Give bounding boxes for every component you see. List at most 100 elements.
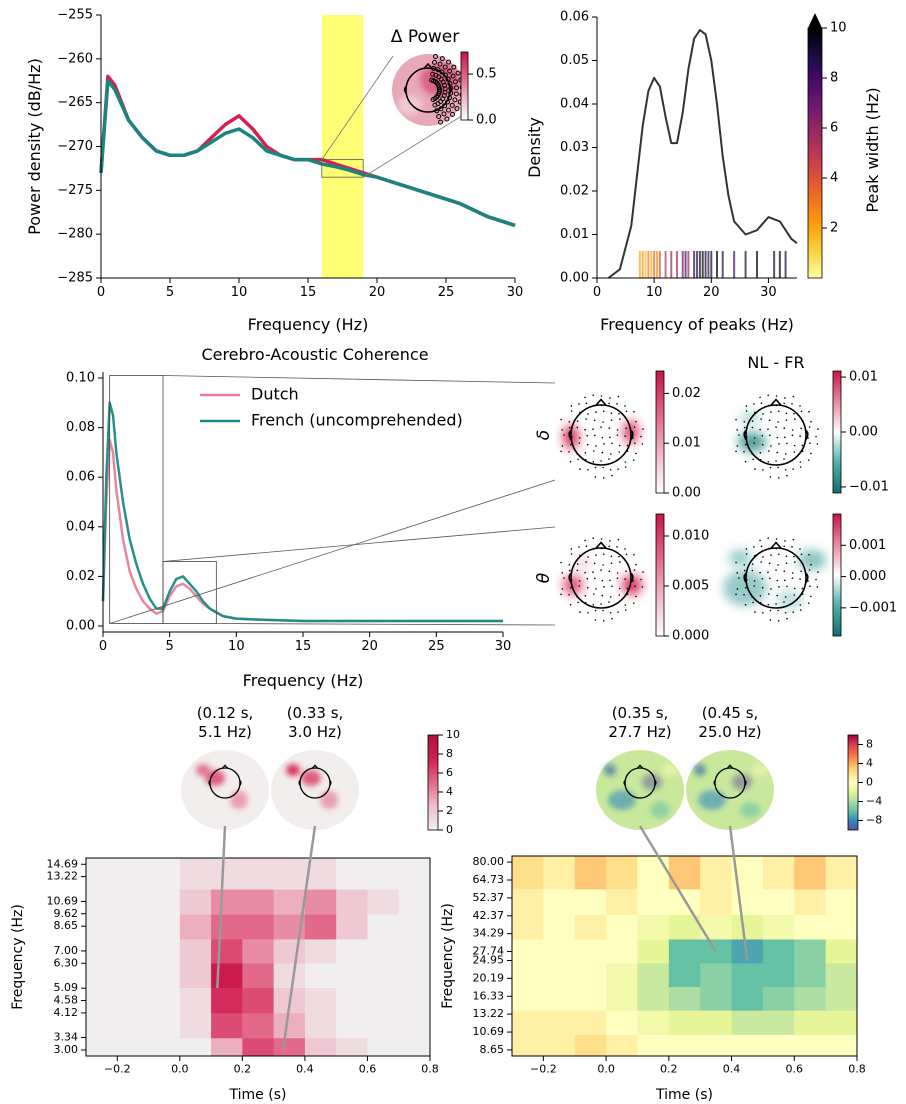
sensor	[761, 434, 764, 437]
sensor	[592, 604, 595, 606]
sensor	[784, 540, 786, 542]
heatmap-cell	[211, 962, 243, 988]
sensor	[624, 604, 627, 606]
sensor	[619, 418, 621, 420]
x-tick-label: 30	[760, 285, 777, 300]
sensor	[778, 586, 780, 588]
y-tick-label: 8.65	[480, 1043, 505, 1056]
sensor	[561, 429, 564, 431]
sensor	[775, 538, 778, 540]
heatmap-cell	[700, 856, 733, 890]
y-tick-label: 7.00	[54, 944, 79, 957]
sensor	[793, 451, 796, 453]
heatmap-cell	[606, 986, 638, 1011]
sensor	[809, 585, 811, 588]
x-tick-label: 0	[593, 285, 601, 300]
sensor	[785, 562, 788, 565]
sensor	[595, 411, 597, 413]
heatmap-cell	[304, 889, 337, 915]
y-tick-label: 13.22	[47, 870, 79, 883]
sensor	[777, 410, 780, 412]
y-tick-label: 8	[830, 71, 838, 86]
heatmap-cell	[179, 1037, 212, 1056]
sensor-marker	[447, 95, 453, 101]
heatmap-cell	[336, 1012, 368, 1039]
x-tick-label: 15	[295, 639, 312, 654]
sensor	[809, 442, 811, 445]
sensor-marker	[442, 64, 448, 70]
sensor	[769, 476, 772, 478]
sensor	[633, 569, 636, 571]
topo-blob	[286, 764, 300, 776]
heatmap-cell	[367, 1012, 400, 1039]
heatmap-cell	[304, 1037, 337, 1056]
heatmap-cell	[637, 1034, 670, 1056]
sensor-marker	[452, 79, 458, 85]
y-tick-label: −270	[57, 139, 93, 154]
sensor	[792, 395, 795, 398]
sensor	[791, 429, 794, 431]
heatmap-cell	[825, 856, 857, 890]
sensor	[776, 451, 779, 454]
heatmap-cell	[117, 1012, 150, 1039]
topo-blob	[196, 764, 210, 776]
y-tick-label: 0.00	[66, 619, 95, 634]
heatmap-cell	[794, 1010, 827, 1035]
sensor	[807, 602, 810, 604]
topo-blob	[694, 764, 706, 776]
sensor	[600, 603, 602, 605]
heatmap-cell	[148, 889, 181, 915]
heatmap-cell	[179, 938, 212, 964]
sensor-marker	[450, 111, 456, 117]
heatmap-cell	[543, 856, 576, 890]
sensor	[784, 436, 786, 439]
sensor	[625, 553, 628, 556]
sensor	[602, 477, 605, 479]
annotation: Δ Power	[391, 27, 459, 47]
sensor	[745, 548, 748, 550]
sensor	[761, 586, 764, 589]
sensor	[760, 561, 762, 563]
heatmap-cell	[179, 914, 212, 940]
heatmap-cell	[543, 888, 576, 916]
sensor	[816, 586, 819, 588]
sensor	[759, 539, 761, 542]
y-tick-label: 6	[830, 121, 838, 136]
sensor-marker	[445, 76, 451, 82]
heatmap-cell	[179, 962, 212, 988]
sensor-marker	[453, 91, 459, 97]
sensor	[570, 553, 573, 555]
sensor	[791, 434, 794, 436]
sensor	[568, 569, 571, 572]
sensor	[793, 594, 796, 596]
sensor	[777, 609, 779, 612]
sensor-marker	[444, 99, 450, 105]
heatmap-cell	[336, 914, 368, 940]
sensor	[770, 588, 772, 590]
heatmap-cell	[574, 888, 607, 916]
sensor	[618, 555, 620, 558]
heatmap-cell	[117, 858, 150, 890]
y-tick-label: −255	[57, 8, 93, 23]
y-tick-label: 0.02	[66, 569, 95, 584]
heatmap-cell	[86, 962, 118, 988]
topo-blob	[752, 764, 768, 776]
topo-blob	[662, 764, 678, 776]
sensor	[602, 553, 605, 555]
heatmap-cell	[731, 914, 764, 940]
sensor	[586, 434, 589, 437]
sensor-marker	[436, 88, 442, 94]
heatmap-cell	[86, 1037, 118, 1056]
sensor-marker	[436, 113, 442, 119]
sensor	[578, 546, 580, 548]
sensor-marker	[447, 80, 453, 86]
connector	[216, 623, 556, 626]
heatmap-cell	[336, 858, 368, 890]
heatmap-cell	[117, 938, 150, 964]
sensor	[563, 434, 565, 436]
heatmap-cell	[273, 938, 306, 964]
zoom-box	[109, 375, 164, 624]
annotation-text: 5.1 Hz)	[198, 723, 252, 741]
sensor	[738, 577, 740, 579]
sensor	[783, 402, 785, 405]
